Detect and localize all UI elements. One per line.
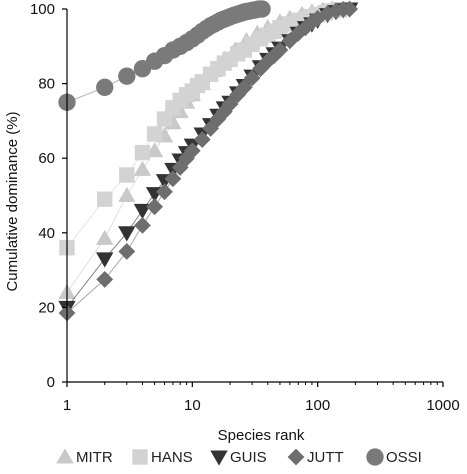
data-point-ossi [96,78,114,97]
legend-item-ossi: OSSI [366,448,422,466]
data-point-jutt [146,198,164,216]
data-point-guis [118,226,136,242]
data-point-mitr [118,186,136,203]
data-point-mitr [96,229,114,245]
data-point-jutt [171,159,189,176]
y-tick-label: 60 [38,150,55,167]
y-tick-label: 20 [38,299,55,316]
data-point-ossi [118,67,136,85]
data-point-hans [134,144,151,161]
ticks-layer: 0 20 40 60 80 100 1 10 100 1000 [30,1,460,414]
data-point-jutt [134,216,151,234]
series-guis-line [66,8,350,308]
data-point-jutt [341,0,359,18]
data-point-mitr [145,142,164,158]
data-point-jutt [229,86,247,104]
data-point-hans [146,126,163,142]
x-tick-label: 1 [63,397,71,414]
legend-label-guis: GUIS [230,449,267,466]
data-point-jutt [235,78,253,96]
data-point-jutt [252,60,269,78]
data-point-jutt [183,142,201,160]
legend-item-guis: GUIS [210,449,267,466]
legend: MITR HANS GUIS JUTT OSSI [56,448,422,466]
legend-item-hans: HANS [132,449,193,466]
y-tick-label: 80 [38,76,55,93]
y-axis-title: Cumulative dominance (%) [4,111,21,291]
legend-marker-hans [132,449,148,465]
data-point-jutt [96,271,114,288]
x-axis-title: Species rank [218,427,305,444]
data-point-jutt [215,103,233,120]
data-point-jutt [209,110,227,128]
x-tick-label: 100 [305,397,330,414]
data-point-jutt [178,149,195,167]
data-point-jutt [118,243,136,260]
y-tick-label: 40 [38,225,55,242]
legend-marker-mitr [56,448,74,464]
y-tick-label: 100 [30,1,55,18]
data-point-jutt [243,69,261,87]
x-tick-label: 1000 [426,397,459,414]
data-point-jutt [193,131,211,148]
data-point-jutt [271,41,289,59]
series-layer [58,0,359,322]
legend-item-jutt: JUTT [287,448,344,466]
legend-label-mitr: MITR [76,449,113,466]
legend-marker-guis [210,450,228,466]
data-point-jutt [221,95,239,113]
data-point-hans [97,191,113,207]
data-point-jutt [327,2,345,20]
legend-label-ossi: OSSI [386,449,422,466]
series-jutt [58,0,359,322]
series-jutt-line [66,8,350,314]
series-guis [58,2,359,317]
series-ossi [58,0,271,111]
legend-marker-ossi [366,448,384,466]
data-point-guis [96,252,114,268]
data-point-hans [119,167,135,183]
data-point-mitr [133,160,152,176]
data-point-guis [133,203,152,220]
legend-marker-jutt [287,448,305,466]
data-point-jutt [156,183,173,201]
legend-label-jutt: JUTT [307,449,344,466]
y-tick-label: 0 [47,374,55,391]
legend-label-hans: HANS [151,449,193,466]
x-tick-label: 10 [184,397,201,414]
data-point-jutt [202,119,220,137]
data-point-jutt [164,170,182,188]
data-point-jutt [265,47,283,65]
legend-item-mitr: MITR [56,448,113,466]
axes-layer [66,9,443,383]
data-point-ossi [253,0,271,18]
